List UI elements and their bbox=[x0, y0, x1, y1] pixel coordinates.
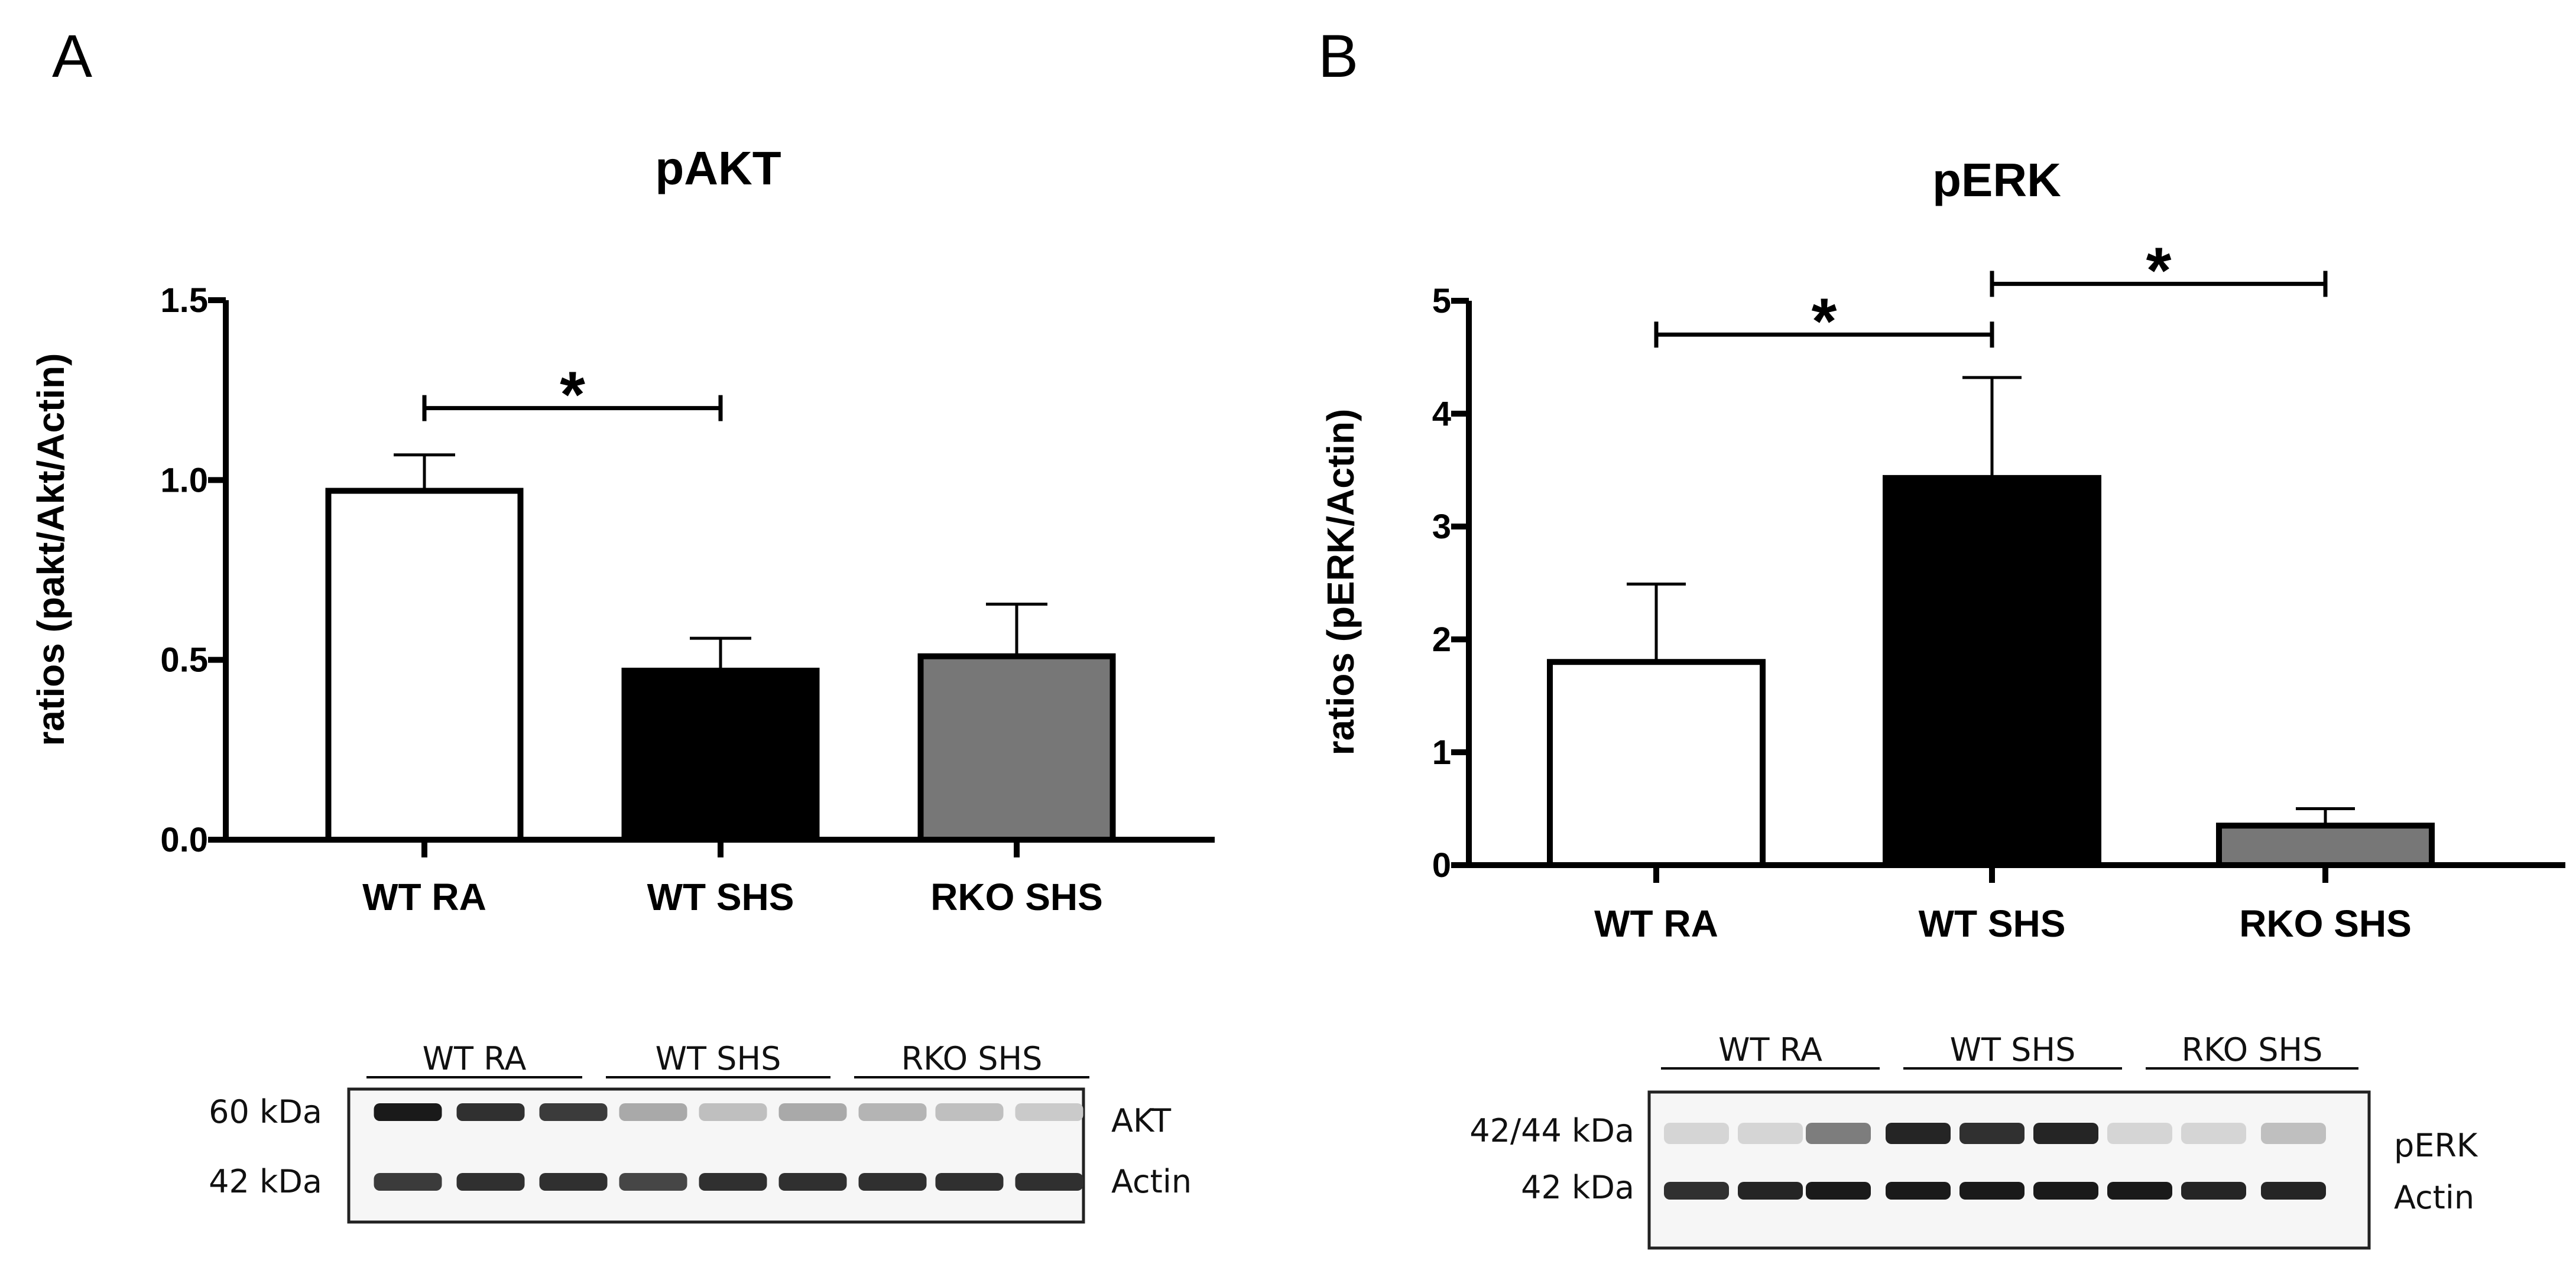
blot-protein-label: Actin bbox=[2394, 1179, 2474, 1216]
chart-a-title: pAKT bbox=[655, 142, 781, 194]
blot-protein-label: AKT bbox=[1111, 1102, 1172, 1139]
blot-band-actin bbox=[699, 1173, 767, 1191]
bar-wt-ra bbox=[1547, 659, 1766, 868]
chart-b: 0 1 2 3 4 5 WT RA WT SHS RKO SHS * * bbox=[1432, 234, 2565, 945]
x-tick-label: RKO SHS bbox=[2239, 902, 2412, 945]
significance-star: * bbox=[1812, 285, 1837, 358]
bar-wt-shs bbox=[621, 667, 820, 843]
chart-b-title: pERK bbox=[1932, 154, 2061, 206]
blot-band-actin bbox=[2033, 1182, 2098, 1200]
blot-band-target bbox=[539, 1103, 608, 1121]
y-tick-label: 0 bbox=[1432, 846, 1451, 885]
x-tick-label: WT RA bbox=[362, 876, 486, 918]
y-tick-label: 5 bbox=[1432, 282, 1451, 320]
blot-band-actin bbox=[456, 1173, 525, 1191]
blot-band-target bbox=[858, 1103, 927, 1121]
blot-band-actin bbox=[2107, 1182, 2172, 1200]
blot-group-label: RKO SHS bbox=[901, 1040, 1043, 1077]
blot-band-actin bbox=[778, 1173, 847, 1191]
blot-protein-label: pERK bbox=[2394, 1127, 2478, 1164]
blot-band-actin bbox=[619, 1173, 687, 1191]
x-tick-label: WT SHS bbox=[647, 876, 794, 918]
blot-protein-label: Actin bbox=[1111, 1163, 1192, 1200]
blot-mw-label: 42 kDa bbox=[1521, 1169, 1634, 1206]
y-tick-label: 4 bbox=[1432, 395, 1451, 433]
bar-rko-shs bbox=[917, 653, 1116, 843]
panel-a-letter: A bbox=[52, 22, 92, 90]
blot-band-target bbox=[374, 1103, 442, 1121]
western-blot-b: WT RA WT SHS RKO SHS 42/44 kDa 42 kDa pERK Act… bbox=[1469, 1031, 2478, 1250]
blot-band-target bbox=[778, 1103, 847, 1121]
x-tick-label: WT RA bbox=[1594, 902, 1718, 945]
western-blot-a: WT RA WT SHS RKO SHS 60 kDa 42 kDa AKT Actin bbox=[209, 1040, 1192, 1224]
blot-mw-label: 42 kDa bbox=[209, 1163, 322, 1200]
y-tick-label: 2 bbox=[1432, 620, 1451, 659]
blot-group-label: WT RA bbox=[1718, 1031, 1822, 1068]
significance-star: * bbox=[2146, 234, 2172, 307]
blot-band-actin bbox=[858, 1173, 927, 1191]
blot-band-actin bbox=[1738, 1182, 1803, 1200]
significance-star: * bbox=[560, 359, 585, 431]
blot-band-target bbox=[2261, 1123, 2326, 1144]
blot-band-target bbox=[699, 1103, 767, 1121]
blot-band-target bbox=[1015, 1103, 1083, 1121]
blot-band-target bbox=[935, 1103, 1004, 1121]
blot-band-target bbox=[1664, 1123, 1729, 1144]
blot-band-actin bbox=[539, 1173, 608, 1191]
blot-band-actin bbox=[1959, 1182, 2025, 1200]
y-tick-label: 0.0 bbox=[160, 821, 208, 859]
bar-wt-shs bbox=[1883, 475, 2101, 868]
y-tick-label: 1 bbox=[1432, 733, 1451, 772]
blot-membrane bbox=[1647, 1090, 2371, 1250]
blot-band-target bbox=[456, 1103, 525, 1121]
blot-band-actin bbox=[935, 1173, 1004, 1191]
chart-a-ylabel: ratios (pakt/Akt/Actin) bbox=[30, 353, 72, 746]
blot-band-target bbox=[2033, 1123, 2098, 1144]
blot-group-label: WT SHS bbox=[656, 1040, 781, 1077]
blot-band-target bbox=[1886, 1123, 1951, 1144]
blot-group-label: WT RA bbox=[423, 1040, 527, 1077]
blot-band-target bbox=[1806, 1123, 1871, 1144]
blot-band-target bbox=[619, 1103, 687, 1121]
blot-group-label: RKO SHS bbox=[2182, 1031, 2323, 1068]
bar-rko-shs bbox=[2216, 823, 2435, 869]
blot-band-target bbox=[2181, 1123, 2246, 1144]
chart-b-ylabel: ratios (pERK/Actin) bbox=[1319, 409, 1362, 756]
blot-band-target bbox=[2107, 1123, 2172, 1144]
blot-band-actin bbox=[374, 1173, 442, 1191]
x-tick-label: WT SHS bbox=[1919, 902, 2066, 945]
blot-band-actin bbox=[1015, 1173, 1083, 1191]
bar-wt-ra bbox=[325, 488, 524, 843]
y-tick-label: 1.0 bbox=[160, 461, 208, 499]
blot-band-target bbox=[1959, 1123, 2025, 1144]
y-tick-label: 0.5 bbox=[160, 641, 208, 680]
panel-b-letter: B bbox=[1318, 22, 1358, 90]
blot-band-target bbox=[1738, 1123, 1803, 1144]
blot-band-actin bbox=[1886, 1182, 1951, 1200]
blot-mw-label: 42/44 kDa bbox=[1469, 1112, 1634, 1149]
blot-band-actin bbox=[1806, 1182, 1871, 1200]
blot-group-label: WT SHS bbox=[1950, 1031, 2076, 1068]
chart-a: 0.0 0.5 1.0 1.5 WT RA WT SHS RKO SHS * bbox=[160, 281, 1215, 918]
blot-band-actin bbox=[1664, 1182, 1729, 1200]
y-tick-label: 3 bbox=[1432, 508, 1451, 546]
blot-band-actin bbox=[2181, 1182, 2246, 1200]
y-tick-label: 1.5 bbox=[160, 281, 208, 320]
x-tick-label: RKO SHS bbox=[930, 876, 1103, 918]
blot-band-actin bbox=[2261, 1182, 2326, 1200]
blot-mw-label: 60 kDa bbox=[209, 1093, 322, 1130]
